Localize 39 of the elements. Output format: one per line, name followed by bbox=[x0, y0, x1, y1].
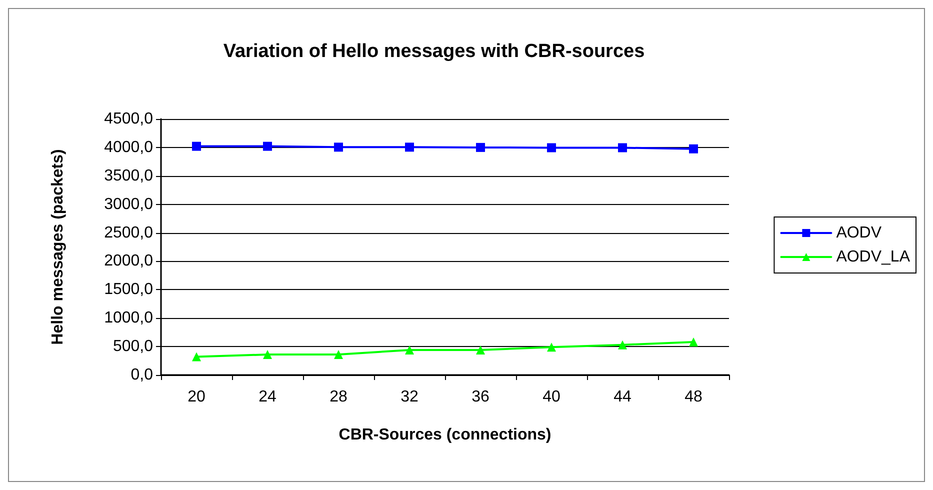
x-tick-label: 32 bbox=[400, 388, 418, 406]
y-tick-label: 1500,0 bbox=[104, 281, 154, 298]
point bbox=[618, 340, 627, 350]
y-tick-label: 500,0 bbox=[112, 338, 154, 356]
point bbox=[263, 350, 272, 360]
chart-title: Variation of Hello messages with CBR-sources bbox=[223, 41, 645, 62]
x-tick-label: 40 bbox=[542, 388, 560, 406]
x-axis-title: CBR-Sources (connections) bbox=[338, 426, 552, 444]
point bbox=[334, 142, 343, 152]
y-axis-title: Hello messages (packets) bbox=[50, 149, 66, 345]
y-tick-label: 2000,0 bbox=[104, 252, 154, 270]
point bbox=[689, 144, 698, 154]
point bbox=[405, 345, 414, 354]
point bbox=[689, 338, 698, 347]
y-tick-label: 2500,0 bbox=[104, 224, 154, 242]
x-tick-label: 28 bbox=[330, 388, 348, 406]
point bbox=[192, 352, 201, 362]
y-tick-label: 1000,0 bbox=[104, 310, 154, 327]
x-tick-label: 20 bbox=[188, 388, 206, 406]
point bbox=[547, 342, 556, 352]
point bbox=[263, 142, 272, 151]
x-tick-label: 44 bbox=[614, 388, 632, 406]
y-tick-label: 4500,0 bbox=[104, 110, 154, 128]
y-tick-label: 0,0 bbox=[130, 366, 154, 384]
legend-label: AODV bbox=[836, 224, 882, 242]
point bbox=[618, 143, 627, 152]
point bbox=[334, 350, 343, 360]
point bbox=[192, 142, 201, 151]
point bbox=[405, 142, 414, 152]
x-tick-label: 48 bbox=[684, 388, 702, 406]
y-tick-label: 3500,0 bbox=[104, 167, 154, 184]
point bbox=[547, 143, 556, 152]
x-tick-label: 36 bbox=[472, 388, 490, 406]
y-tick-label: 3000,0 bbox=[104, 196, 154, 213]
legend-label: AODV_LA bbox=[836, 248, 910, 266]
x-tick-label: 24 bbox=[258, 388, 276, 406]
point bbox=[476, 345, 485, 354]
point bbox=[476, 142, 485, 152]
y-tick-label: 4000,0 bbox=[104, 138, 154, 156]
